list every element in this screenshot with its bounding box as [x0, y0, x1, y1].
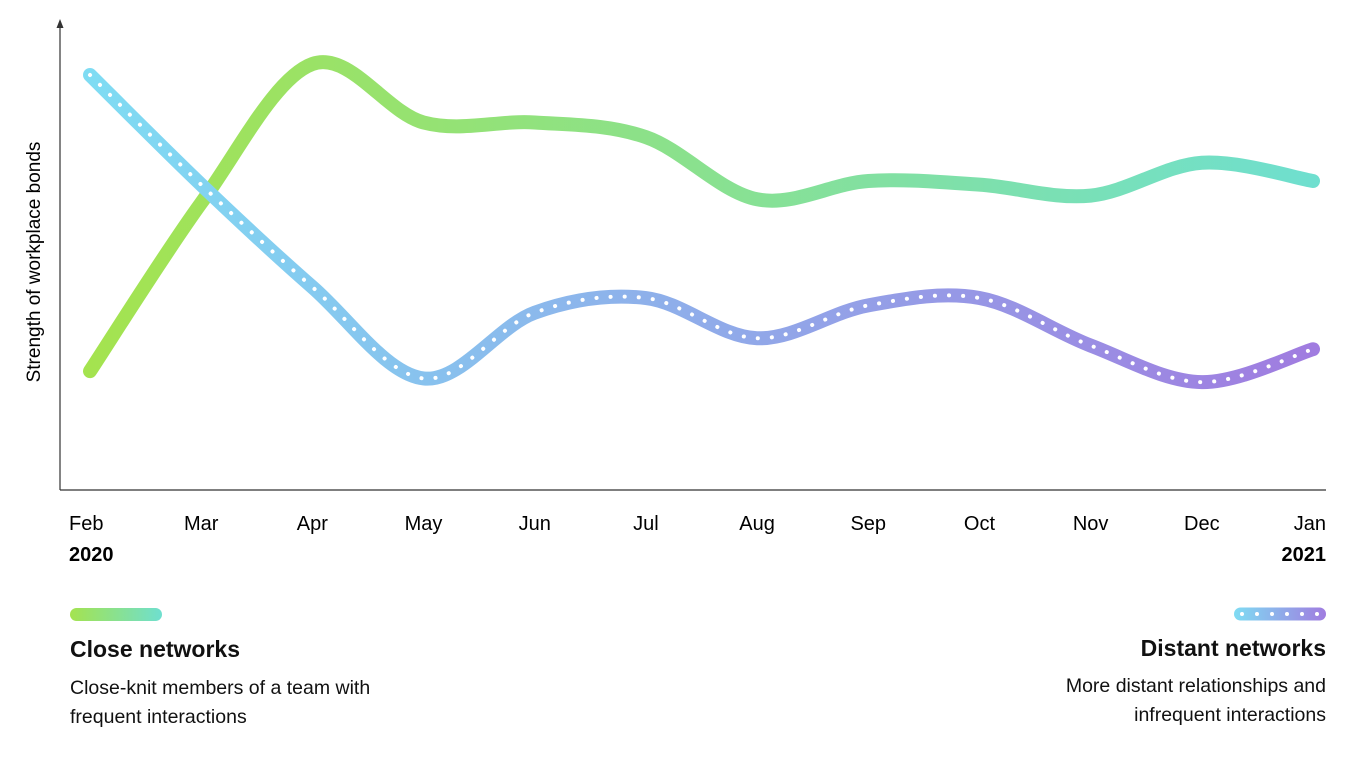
- x-tick-label-nov: Nov: [1072, 513, 1109, 535]
- year-label-end: 2021: [1281, 544, 1327, 566]
- x-tick-label-may: May: [404, 513, 443, 535]
- x-tick-label-jun: Jun: [518, 513, 551, 535]
- year-label-start: 2020: [69, 544, 114, 566]
- x-tick-label-apr: Apr: [296, 513, 328, 535]
- series-line-close: [83, 55, 1320, 379]
- x-tick-label-aug: Aug: [739, 513, 775, 535]
- x-tick-label-oct: Oct: [963, 513, 996, 535]
- legend-desc-distant: More distant relationships and infrequen…: [1065, 675, 1326, 726]
- legend-swatch-distant: [1234, 607, 1326, 621]
- legend-title-distant: Distant networks: [1140, 635, 1326, 661]
- legend-title-close: Close networks: [70, 636, 240, 662]
- legend-desc-close: Close-knit members of a team with freque…: [70, 677, 371, 728]
- series-dots-distant: [88, 72, 1315, 385]
- y-axis-label: Strength of workplace bonds: [24, 141, 45, 383]
- x-tick-label-sep: Sep: [850, 513, 887, 535]
- x-tick-label-jul: Jul: [633, 513, 659, 535]
- y-axis-arrow-icon: [56, 19, 64, 28]
- x-tick-label-mar: Mar: [183, 513, 219, 535]
- x-tick-label-jan: Jan: [1293, 513, 1326, 535]
- x-tick-label-dec: Dec: [1184, 513, 1220, 535]
- legend-swatch-close: [70, 608, 162, 621]
- x-tick-label-feb: Feb: [69, 513, 104, 535]
- series-line-distant: [83, 67, 1320, 390]
